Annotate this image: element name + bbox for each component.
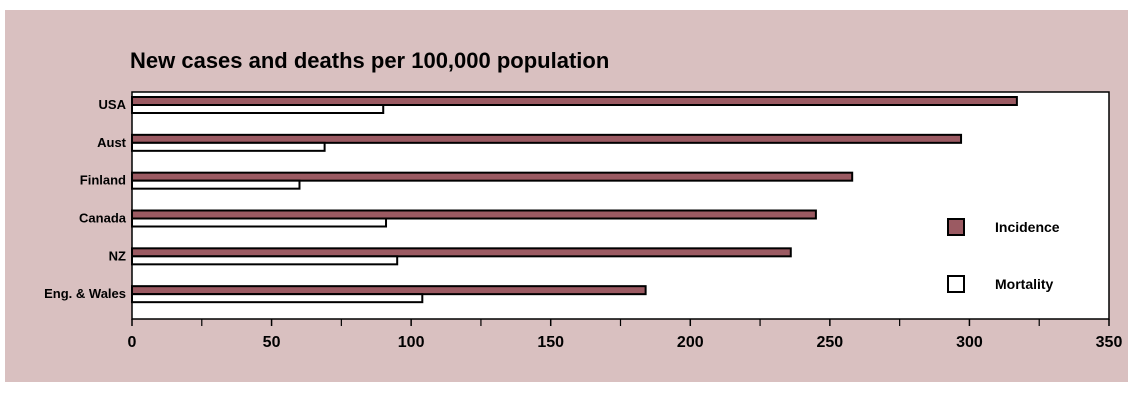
bar-mortality-finland — [132, 181, 299, 189]
bar-mortality-canada — [132, 219, 386, 227]
bar-incidence-nz — [132, 248, 791, 256]
bar-mortality-nz — [132, 256, 397, 264]
category-label-usa: USA — [99, 97, 127, 112]
x-tick-label-150: 150 — [537, 334, 564, 351]
category-label-eng-wales: Eng. & Wales — [44, 286, 126, 301]
x-tick-label-300: 300 — [956, 334, 983, 351]
chart-title: New cases and deaths per 100,000 populat… — [130, 48, 609, 73]
x-tick-label-0: 0 — [128, 334, 137, 351]
legend-swatch-incidence — [948, 219, 964, 235]
legend-label-mortality: Mortality — [995, 276, 1054, 292]
category-label-nz: NZ — [109, 248, 126, 263]
category-label-finland: Finland — [80, 173, 126, 188]
bar-incidence-canada — [132, 211, 816, 219]
x-tick-label-250: 250 — [817, 334, 844, 351]
x-tick-label-100: 100 — [398, 334, 425, 351]
x-tick-label-350: 350 — [1096, 334, 1123, 351]
bar-mortality-eng-wales — [132, 294, 422, 302]
legend-swatch-mortality — [948, 276, 964, 292]
bar-mortality-usa — [132, 105, 383, 113]
bar-incidence-finland — [132, 173, 852, 181]
category-label-canada: Canada — [79, 211, 127, 226]
chart-panel: New cases and deaths per 100,000 populat… — [5, 10, 1128, 382]
bar-incidence-aust — [132, 135, 961, 143]
x-tick-label-200: 200 — [677, 334, 704, 351]
bar-incidence-eng-wales — [132, 286, 646, 294]
x-tick-label-50: 50 — [263, 334, 281, 351]
bar-mortality-aust — [132, 143, 325, 151]
bar-incidence-usa — [132, 97, 1017, 105]
legend-label-incidence: Incidence — [995, 219, 1060, 235]
bar-chart: New cases and deaths per 100,000 populat… — [5, 10, 1128, 382]
category-label-aust: Aust — [97, 135, 127, 150]
